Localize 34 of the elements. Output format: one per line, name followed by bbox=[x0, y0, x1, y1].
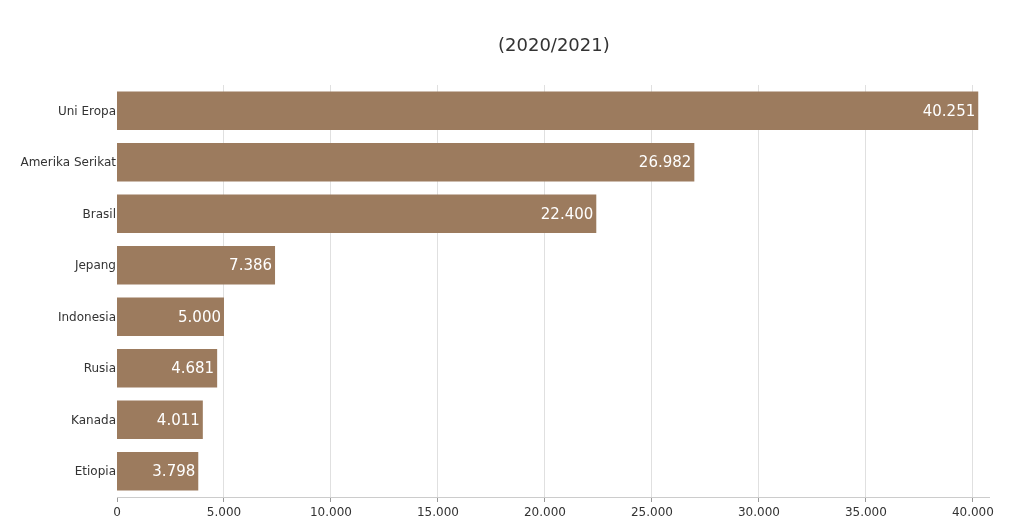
bar bbox=[117, 451, 199, 491]
bar bbox=[117, 400, 203, 440]
x-tick-label: 35.000 bbox=[844, 505, 887, 520]
x-tick-label: 15.000 bbox=[416, 505, 459, 520]
x-tick-label: 25.000 bbox=[630, 505, 673, 520]
data-label: 22.400 bbox=[540, 204, 594, 223]
data-label: 40.251 bbox=[922, 101, 976, 120]
data-label: 5.000 bbox=[178, 307, 221, 326]
y-tick-label: Brasil bbox=[82, 206, 116, 221]
data-label: 7.386 bbox=[229, 256, 273, 275]
bar bbox=[117, 297, 224, 337]
x-tick-label: 20.000 bbox=[523, 505, 566, 520]
x-tick-label: 30.000 bbox=[737, 505, 780, 520]
y-tick-label: Uni Eropa bbox=[57, 103, 116, 118]
x-tick-label: 10.000 bbox=[309, 505, 352, 520]
y-tick-label: Amerika Serikat bbox=[20, 155, 117, 170]
x-tick-label: 0 bbox=[113, 505, 121, 520]
y-tick-label: Rusia bbox=[83, 361, 116, 376]
data-label: 4.011 bbox=[156, 410, 200, 429]
y-tick-label: Etiopia bbox=[74, 464, 116, 479]
y-tick-label: Indonesia bbox=[57, 309, 116, 324]
x-tick-label: 40.000 bbox=[951, 505, 994, 520]
data-label: 4.681 bbox=[171, 359, 215, 378]
bar bbox=[117, 91, 979, 131]
bar bbox=[117, 245, 276, 285]
y-tick-label: Kanada bbox=[71, 412, 116, 427]
bar bbox=[117, 348, 218, 388]
data-label: 3.798 bbox=[152, 462, 196, 481]
x-tick-label: 5.000 bbox=[206, 505, 242, 520]
chart-subtitle: (2020/2021) bbox=[498, 34, 610, 55]
data-label: 26.982 bbox=[638, 153, 692, 172]
bar bbox=[117, 194, 597, 234]
bar bbox=[117, 142, 695, 182]
y-tick-label: Jepang bbox=[73, 258, 116, 273]
